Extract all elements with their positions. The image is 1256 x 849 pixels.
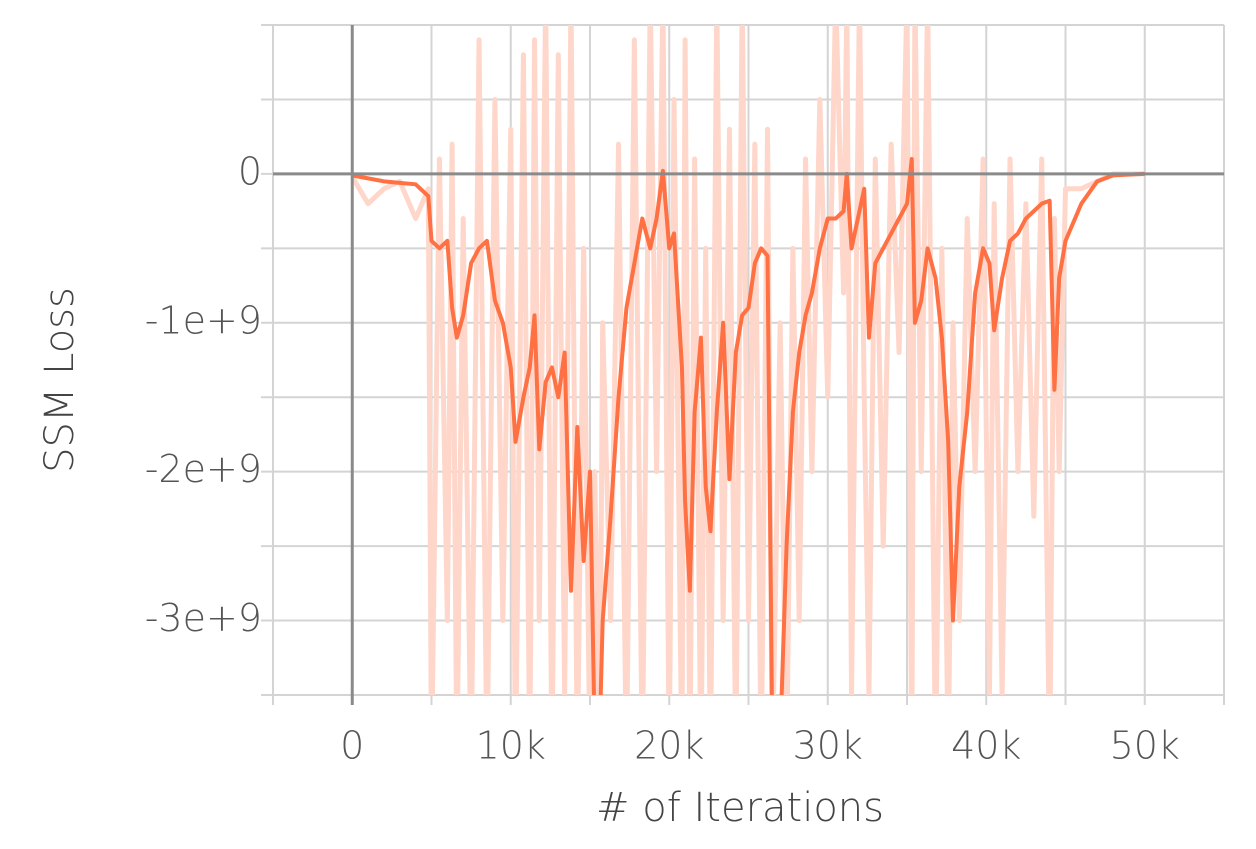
series-line xyxy=(351,157,1145,695)
y-tick-label: -3e+9 xyxy=(145,596,262,640)
x-tick-label: 40k xyxy=(951,724,1021,768)
x-tick-label: 50k xyxy=(1110,724,1180,768)
y-tick-label: 0 xyxy=(238,149,262,193)
series-line xyxy=(350,25,1145,695)
plot-area xyxy=(350,25,1145,695)
x-tick-label: 30k xyxy=(793,724,863,768)
x-tick-label: 10k xyxy=(476,724,546,768)
y-axis-label: SSM Loss xyxy=(37,287,83,473)
x-tick-label: 0 xyxy=(340,724,364,768)
x-axis-label: # of Iterations xyxy=(596,785,884,831)
y-tick-label: -2e+9 xyxy=(145,447,262,491)
y-tick-label: -1e+9 xyxy=(145,298,262,342)
x-tick-label: 20k xyxy=(634,724,704,768)
